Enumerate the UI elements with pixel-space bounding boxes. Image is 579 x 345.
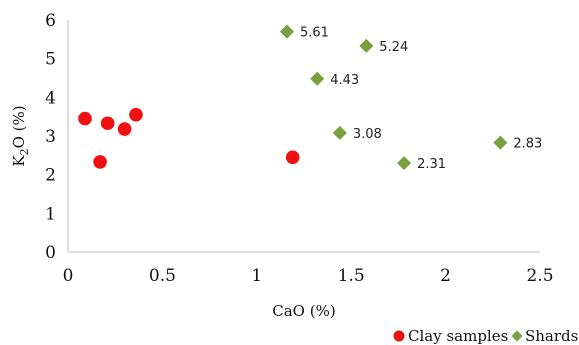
y-tick-label: 1 xyxy=(45,204,56,224)
legend-clay-label: Clay samples xyxy=(408,327,508,345)
shard-point xyxy=(359,38,374,53)
shard-point xyxy=(332,125,347,140)
clay-sample-point xyxy=(285,150,300,165)
data-points xyxy=(78,24,508,171)
shard-point xyxy=(310,71,325,86)
y-tick-label: 3 xyxy=(45,127,56,147)
shard-data-label: 2.83 xyxy=(513,137,542,152)
shard-data-label: 4.43 xyxy=(330,73,359,88)
clay-sample-point xyxy=(100,116,115,131)
clay-sample-point xyxy=(78,111,92,126)
shard-data-label: 2.31 xyxy=(417,157,446,172)
x-axis-title-group: CaO (%) xyxy=(272,302,335,320)
x-tick-label: 0.5 xyxy=(149,266,176,286)
x-tick-label: 2 xyxy=(440,266,451,286)
y-tick-label: 4 xyxy=(45,88,56,108)
y-axis-title: K2O (%) xyxy=(10,105,31,166)
shard-point xyxy=(493,135,508,150)
y-tick-label: 0 xyxy=(45,243,56,263)
legend-shards-label: Shards xyxy=(525,327,578,345)
legend-clay-marker xyxy=(393,330,405,342)
x-tick-label: 1 xyxy=(251,266,262,286)
legend: Clay samples Shards xyxy=(393,327,578,345)
shard-data-label: 3.08 xyxy=(353,127,382,142)
y-tick-label: 2 xyxy=(45,166,56,186)
x-tick-label: 0 xyxy=(63,266,74,286)
y-axis-title-group: K2O (%) xyxy=(10,105,31,166)
clay-sample-point xyxy=(93,155,107,169)
data-labels: 5.61 5.24 4.43 3.08 2.31 2.83 xyxy=(300,26,542,172)
clay-sample-point xyxy=(129,107,143,122)
x-tick-label: 1.5 xyxy=(338,266,365,286)
y-tick-label: 5 xyxy=(45,50,56,70)
x-tick-label: 2.5 xyxy=(526,266,553,286)
shard-point xyxy=(397,156,412,171)
x-axis-title: CaO (%) xyxy=(272,302,335,320)
tick-labels: 0 0.5 1 1.5 2 2.5 0 1 2 3 4 5 6 xyxy=(45,11,553,286)
y-tick-label: 6 xyxy=(45,11,56,31)
legend-shards-marker xyxy=(511,330,523,342)
axes xyxy=(67,20,540,253)
clay-sample-point xyxy=(117,122,132,136)
shard-data-label: 5.24 xyxy=(379,40,408,55)
shard-data-label: 5.61 xyxy=(300,26,329,41)
shard-point xyxy=(280,24,295,39)
